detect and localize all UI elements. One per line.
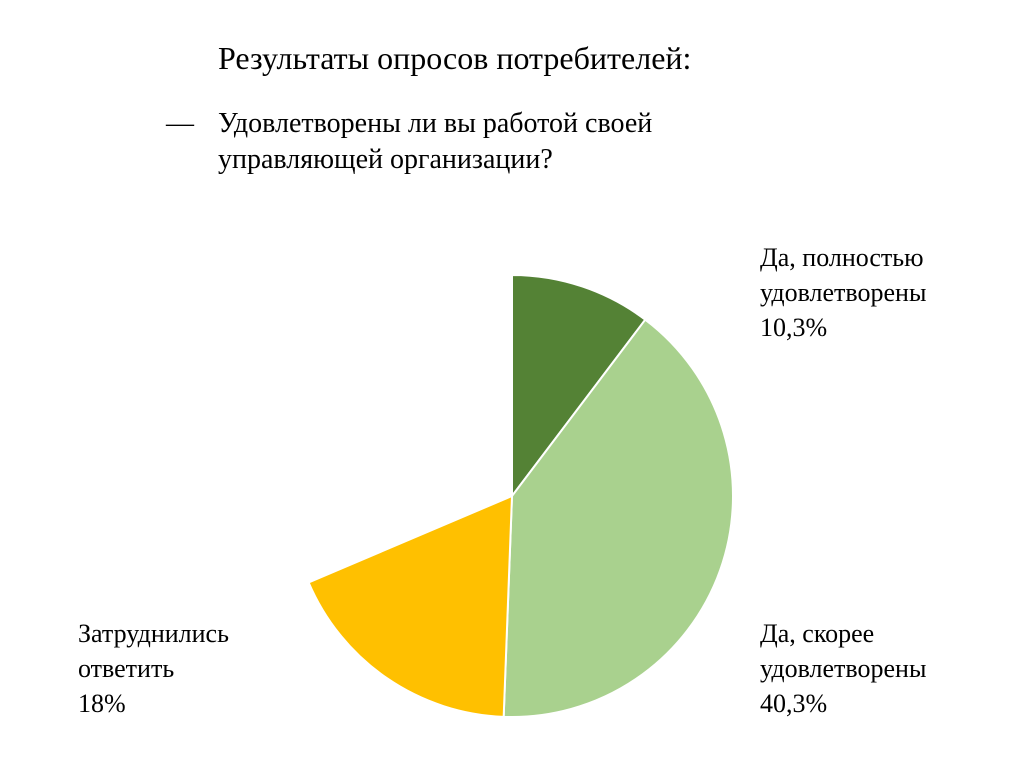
slice-label-line: Да, полностью xyxy=(760,243,924,272)
pie-slice-fully-satisfied xyxy=(511,274,647,497)
slice-label-line: ответить xyxy=(78,654,175,683)
slice-label-line: удовлетворены xyxy=(760,278,927,307)
slice-label-line: Да, скорее xyxy=(760,619,875,648)
slice-label-line: удовлетворены xyxy=(760,654,927,683)
pie-slice-undecided xyxy=(307,495,513,718)
slice-value-label: 10,3% xyxy=(760,313,828,342)
slice-label-undecided: Затруднились ответить 18% xyxy=(78,616,229,721)
slice-label-fully-satisfied: Да, полностью удовлетворены 10,3% xyxy=(760,240,926,345)
slide-title: Результаты опросов потребителей: xyxy=(218,40,692,76)
slice-label-rather-satisfied: Да, скорее удовлетворены 40,3% xyxy=(760,616,926,721)
pie-slice-rather-satisfied xyxy=(502,318,734,718)
bullet-dash: — xyxy=(166,108,194,139)
slice-value-label: 40,3% xyxy=(760,689,828,718)
slice-label-line: Затруднились xyxy=(78,619,229,648)
survey-question: Удовлетворены ли вы работой своей управл… xyxy=(218,108,653,175)
slice-value-label: 18% xyxy=(78,689,126,718)
